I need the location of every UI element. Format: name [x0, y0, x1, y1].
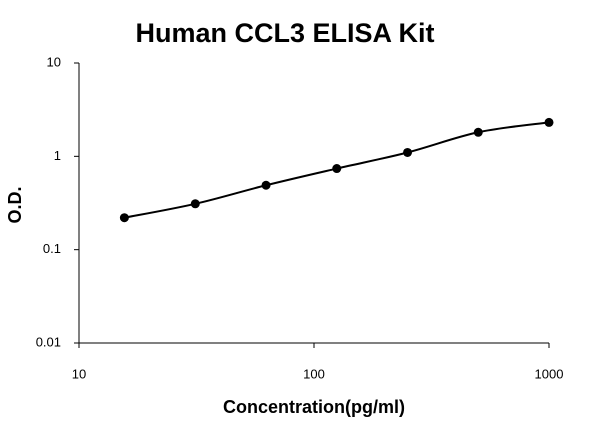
- y-tick-label: 0.01: [36, 334, 61, 349]
- data-point: [119, 213, 129, 223]
- x-axis-label: Concentration(pg/ml): [223, 397, 405, 417]
- data-point: [190, 199, 200, 209]
- chart-title: Human CCL3 ELISA Kit: [135, 18, 434, 48]
- data-point: [473, 127, 483, 137]
- y-tick-label: 0.1: [43, 241, 61, 256]
- x-tick-label: 100: [303, 366, 325, 381]
- y-axis-label: O.D.: [5, 186, 25, 223]
- data-point: [403, 147, 413, 157]
- x-tick-label: 1000: [535, 366, 564, 381]
- y-tick-label: 10: [47, 54, 61, 69]
- y-tick-label: 1: [54, 148, 61, 163]
- data-point: [261, 180, 271, 190]
- data-point: [332, 164, 342, 174]
- x-tick-label: 10: [72, 366, 86, 381]
- data-point: [544, 117, 554, 127]
